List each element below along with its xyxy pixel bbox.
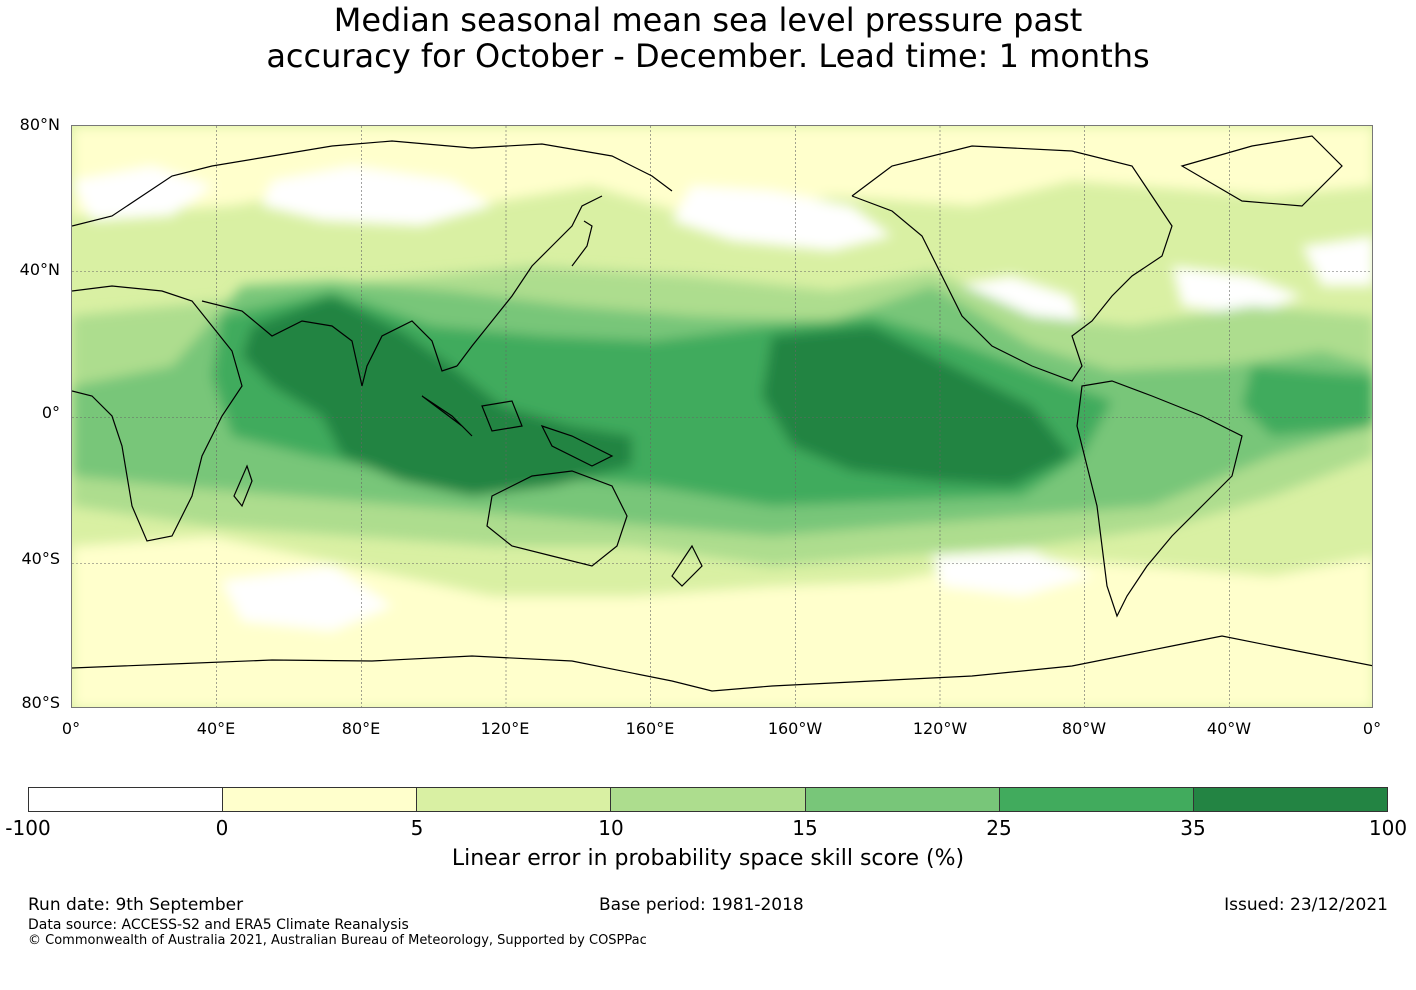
colorbar-tick-100: 100 xyxy=(1368,816,1408,840)
lon-label-0-right: 0° xyxy=(1362,719,1382,738)
coastline-japan xyxy=(571,220,593,267)
map-gridlines xyxy=(72,126,1372,707)
colorbar-segment-3 xyxy=(611,788,806,811)
lon-label-40e: 40°E xyxy=(196,719,236,738)
coastline-sumatra xyxy=(421,395,473,437)
colorbar-tick-5: 5 xyxy=(410,816,424,840)
skill-region-north-pacific-white xyxy=(672,186,892,251)
colorbar-segment-4 xyxy=(805,788,1000,811)
coastline-australia xyxy=(486,470,628,567)
base-period: Base period: 1981-2018 xyxy=(599,895,804,915)
skill-region-northwest-atlantic-white xyxy=(1302,236,1372,286)
lon-label-160w: 160°W xyxy=(767,719,823,738)
lat-label-40s: 40°S xyxy=(21,549,60,568)
colorbar-tick-25: 25 xyxy=(986,816,1012,840)
map-title: Median seasonal mean sea level pressure … xyxy=(0,2,1416,74)
colorbar-segment-5 xyxy=(999,788,1194,811)
lon-label-120e: 120°E xyxy=(480,719,530,738)
skill-region-indo-pacific-dark-green xyxy=(242,296,632,496)
coastline-new-zealand xyxy=(671,544,703,587)
coastline-arabia-india xyxy=(201,300,458,387)
skill-score-map xyxy=(71,125,1373,708)
colorbar-segment-2 xyxy=(417,788,612,811)
skill-region-north-pale xyxy=(72,126,1372,216)
lat-label-equator: 0° xyxy=(41,403,60,422)
coastline-north-america xyxy=(851,145,1173,382)
colorbar-segment-6 xyxy=(1193,788,1387,811)
issued-date: Issued: 23/12/2021 xyxy=(1224,895,1388,915)
lat-label-40n: 40°N xyxy=(19,260,60,279)
title-line-2: accuracy for October - December. Lead ti… xyxy=(266,37,1150,75)
lon-label-120w: 120°W xyxy=(912,719,968,738)
coastline-eurasia-north xyxy=(72,140,673,227)
lon-label-40w: 40°W xyxy=(1206,719,1252,738)
lon-label-80e: 80°E xyxy=(341,719,381,738)
lon-label-0-left: 0° xyxy=(61,719,81,738)
coastline-greenland xyxy=(1180,135,1343,207)
coastlines xyxy=(72,135,1372,692)
run-date: Run date: 9th September xyxy=(28,895,244,915)
coastline-south-america xyxy=(1076,380,1243,618)
map-canvas xyxy=(72,126,1372,707)
data-source: Data source: ACCESS-S2 and ERA5 Climate … xyxy=(28,917,409,933)
title-line-1: Median seasonal mean sea level pressure … xyxy=(333,1,1083,39)
skill-region-atlantic-green xyxy=(1242,366,1372,436)
colorbar xyxy=(28,787,1388,812)
skill-region-southern-ocean-white-2 xyxy=(932,551,1092,596)
colorbar-tick-10: 10 xyxy=(598,816,624,840)
coastline-africa xyxy=(72,285,243,542)
colorbar-tick-0: 0 xyxy=(215,816,229,840)
skill-region-arctic-white xyxy=(72,166,212,221)
coastline-antarctica xyxy=(72,635,1372,692)
coastline-east-asia xyxy=(456,195,603,367)
skill-region-southern-ocean-white-1 xyxy=(222,566,392,631)
copyright-notice: © Commonwealth of Australia 2021, Austra… xyxy=(28,933,647,948)
coastline-madagascar xyxy=(233,464,253,508)
coastline-new-guinea xyxy=(540,424,614,467)
colorbar-tick-15: 15 xyxy=(792,816,818,840)
colorbar-segment-0 xyxy=(29,788,224,811)
lat-label-80s: 80°S xyxy=(21,693,60,712)
colorbar-label: Linear error in probability space skill … xyxy=(451,846,965,871)
lon-label-160e: 160°E xyxy=(625,719,675,738)
coastline-borneo xyxy=(481,400,523,432)
lat-label-80n: 80°N xyxy=(19,115,60,134)
colorbar-tick-35: 35 xyxy=(1180,816,1206,840)
colorbar-tick-minus100: -100 xyxy=(5,816,51,840)
lon-label-80w: 80°W xyxy=(1061,719,1107,738)
colorbar-segment-1 xyxy=(223,788,418,811)
skill-region-central-pacific-dark-green xyxy=(762,326,1072,486)
skill-regions xyxy=(72,126,1372,707)
skill-region-asia-white xyxy=(262,166,492,226)
skill-region-atlantic-white xyxy=(1172,266,1302,316)
